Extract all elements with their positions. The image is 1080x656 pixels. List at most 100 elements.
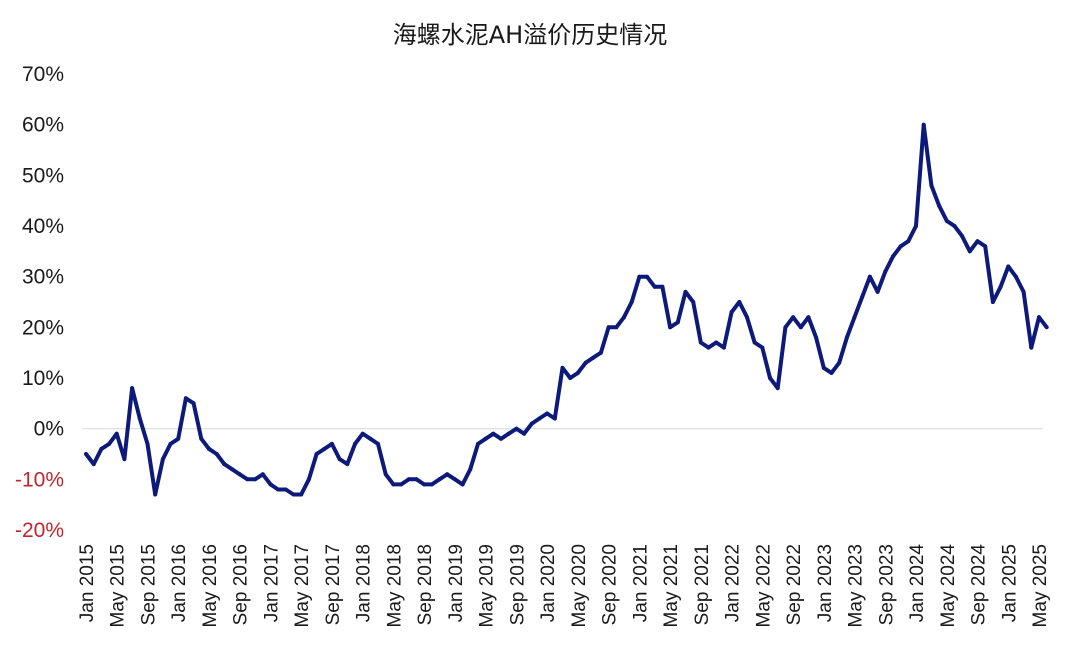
- data-point: [568, 376, 573, 380]
- data-point: [614, 325, 619, 330]
- data-point: [1044, 325, 1049, 330]
- data-point: [906, 239, 911, 244]
- x-tick-label: May 2022: [753, 544, 774, 627]
- data-point: [867, 274, 872, 279]
- data-point: [698, 340, 703, 345]
- x-tick-label: May 2018: [384, 544, 405, 627]
- data-point: [368, 436, 373, 441]
- data-point: [783, 325, 788, 330]
- data-point: [399, 482, 404, 487]
- y-tick-label: 10%: [22, 367, 64, 390]
- data-point: [84, 452, 88, 456]
- data-point: [914, 224, 918, 228]
- x-tick-label: Jan 2018: [354, 544, 375, 622]
- data-point: [967, 249, 972, 254]
- data-point: [314, 452, 319, 456]
- x-tick-label: Jan 2019: [446, 544, 467, 622]
- y-tick-label: 0%: [34, 418, 64, 441]
- data-point: [237, 472, 242, 477]
- data-point: [491, 431, 496, 436]
- data-point: [729, 310, 734, 315]
- y-tick-label: 50%: [22, 164, 64, 187]
- data-point: [306, 477, 311, 482]
- data-point: [207, 446, 211, 451]
- data-point: [522, 431, 527, 436]
- data-point: [583, 360, 588, 365]
- data-point: [545, 411, 550, 416]
- data-point: [721, 345, 726, 350]
- x-tick-label: Jan 2022: [723, 544, 744, 622]
- data-point: [875, 289, 880, 294]
- data-point: [814, 335, 819, 340]
- x-tick-label: Jan 2020: [538, 544, 559, 622]
- data-point: [998, 284, 1003, 289]
- data-point: [529, 421, 534, 426]
- x-tick-label: May 2025: [1030, 544, 1051, 627]
- data-point: [99, 446, 104, 451]
- data-point: [898, 244, 903, 249]
- data-point: [476, 441, 480, 446]
- x-tick-label: Jan 2021: [630, 544, 651, 622]
- x-tick-label: Sep 2019: [507, 544, 528, 625]
- data-point: [422, 482, 427, 487]
- data-point: [921, 122, 926, 127]
- x-tick-label: May 2019: [477, 544, 498, 627]
- data-point: [737, 300, 742, 304]
- data-point: [683, 289, 688, 294]
- y-axis-ticks: 70% 60% 50% 40% 30% 20% 10% 0% -10% -20%: [15, 63, 64, 542]
- x-tick-label: Sep 2022: [784, 544, 805, 625]
- data-point: [1029, 345, 1034, 350]
- x-tick-label: Jan 2016: [169, 544, 190, 622]
- x-tick-label: Sep 2024: [969, 544, 990, 626]
- data-point: [990, 300, 995, 304]
- data-point: [437, 477, 442, 482]
- data-point: [660, 284, 665, 289]
- data-point: [230, 467, 234, 472]
- data-point: [791, 315, 796, 320]
- data-point: [253, 477, 258, 482]
- data-point: [745, 315, 749, 320]
- x-tick-label: Jan 2025: [999, 544, 1020, 622]
- x-tick-label: May 2020: [569, 544, 590, 627]
- data-point: [852, 315, 857, 320]
- data-point: [337, 457, 342, 462]
- data-point: [376, 441, 380, 446]
- data-point: [122, 457, 127, 462]
- data-point: [445, 472, 450, 477]
- data-point: [483, 436, 488, 441]
- data-point: [299, 492, 304, 497]
- y-tick-label: 20%: [22, 316, 64, 339]
- data-point: [245, 477, 250, 482]
- data-point: [391, 482, 396, 487]
- data-point: [983, 244, 988, 249]
- data-point: [176, 436, 181, 441]
- data-point: [675, 320, 680, 325]
- data-point: [214, 452, 219, 456]
- data-point: [353, 441, 357, 446]
- y-tick-label: 60%: [22, 114, 64, 137]
- x-tick-label: Sep 2021: [692, 544, 713, 625]
- data-point: [283, 487, 288, 492]
- data-point: [268, 482, 273, 487]
- y-tick-label: 30%: [22, 266, 64, 289]
- data-point: [114, 431, 119, 436]
- x-tick-label: Jan 2024: [907, 544, 928, 623]
- data-point: [137, 416, 142, 421]
- data-point: [360, 431, 365, 436]
- data-point: [606, 325, 611, 330]
- data-point: [414, 477, 419, 482]
- x-axis-ticks: Jan 2015 May 2015 Sep 2015 Jan 2016 May 2016…: [77, 544, 1051, 628]
- data-point: [1037, 315, 1041, 320]
- y-tick-label: 40%: [22, 215, 64, 238]
- data-point: [1021, 289, 1026, 294]
- data-point: [929, 183, 934, 188]
- data-point: [883, 269, 888, 274]
- data-point: [329, 441, 334, 446]
- data-point: [406, 477, 411, 482]
- y-tick-label: -20%: [15, 519, 64, 542]
- data-point: [775, 386, 780, 391]
- data-point: [829, 370, 834, 375]
- data-point: [168, 441, 173, 446]
- data-point: [706, 345, 711, 350]
- data-point: [345, 462, 350, 467]
